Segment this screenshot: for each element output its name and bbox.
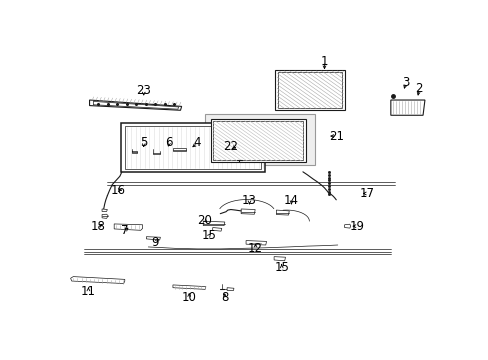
Text: 15: 15 (201, 229, 216, 242)
Polygon shape (173, 148, 186, 151)
Text: 3: 3 (402, 76, 409, 89)
Polygon shape (70, 276, 124, 284)
FancyBboxPatch shape (205, 114, 314, 165)
Polygon shape (102, 214, 108, 219)
Text: 20: 20 (197, 213, 211, 226)
Polygon shape (121, 123, 264, 172)
Polygon shape (274, 257, 285, 261)
Polygon shape (173, 285, 205, 289)
Polygon shape (203, 221, 224, 226)
Text: 13: 13 (242, 194, 256, 207)
Text: 7: 7 (121, 224, 128, 237)
Text: 17: 17 (359, 187, 374, 200)
Text: 11: 11 (81, 285, 96, 298)
Polygon shape (241, 209, 255, 214)
Text: 12: 12 (247, 242, 263, 255)
Polygon shape (89, 100, 181, 110)
Polygon shape (212, 228, 222, 231)
Text: 16: 16 (110, 184, 125, 197)
Text: 23: 23 (136, 84, 151, 97)
Polygon shape (276, 210, 289, 215)
Text: 18: 18 (91, 220, 105, 233)
Text: 19: 19 (349, 220, 364, 233)
Text: 6: 6 (165, 136, 173, 149)
Text: 9: 9 (151, 236, 159, 249)
Text: 2: 2 (415, 82, 422, 95)
Polygon shape (275, 69, 345, 110)
Text: 5: 5 (140, 136, 147, 149)
Text: 8: 8 (221, 291, 228, 304)
Polygon shape (210, 120, 305, 162)
Polygon shape (245, 240, 266, 245)
Text: 10: 10 (182, 291, 196, 304)
Polygon shape (102, 209, 107, 211)
Polygon shape (344, 224, 350, 228)
Polygon shape (146, 237, 160, 240)
Text: 4: 4 (193, 136, 201, 149)
Polygon shape (114, 224, 142, 230)
Text: 21: 21 (329, 130, 344, 143)
Polygon shape (390, 100, 424, 115)
Text: 1: 1 (320, 55, 327, 68)
Text: 14: 14 (284, 194, 299, 207)
Polygon shape (226, 288, 233, 291)
Text: 15: 15 (274, 261, 288, 274)
Text: 22: 22 (223, 140, 238, 153)
